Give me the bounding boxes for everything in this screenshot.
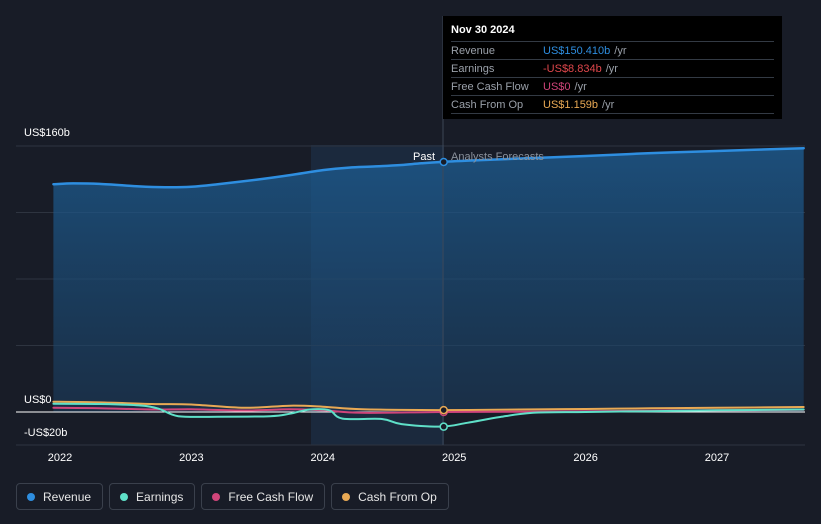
legend-item-cash-from-op[interactable]: Cash From Op bbox=[331, 483, 449, 510]
tooltip-row-value: US$0 bbox=[543, 80, 571, 93]
x-tick-label: 2024 bbox=[311, 452, 335, 464]
legend-item-free-cash-flow[interactable]: Free Cash Flow bbox=[201, 483, 326, 510]
tooltip-row-label: Free Cash Flow bbox=[451, 80, 529, 93]
tooltip-date: Nov 30 2024 bbox=[451, 24, 515, 36]
past-region-label: Past bbox=[413, 151, 435, 163]
cash-from-op-line bbox=[52, 400, 805, 412]
legend-item-revenue[interactable]: Revenue bbox=[16, 483, 104, 510]
x-tick-label: 2022 bbox=[48, 452, 72, 464]
y-tick-label-zero: US$0 bbox=[24, 394, 52, 406]
forecast-region-label: Analysts Forecasts bbox=[451, 151, 544, 163]
revenue-line bbox=[52, 146, 805, 189]
revenue-marker bbox=[439, 157, 448, 167]
chart-legend: Revenue Earnings Free Cash Flow Cash Fro… bbox=[16, 483, 449, 510]
x-tick-label: 2023 bbox=[179, 452, 203, 464]
tooltip-row-revenue: Revenue US$150.410b /yr bbox=[451, 41, 774, 59]
y-tick-label-top: US$160b bbox=[24, 127, 70, 139]
tooltip-row-value: US$150.410b bbox=[543, 44, 611, 57]
tooltip-row-earnings: Earnings -US$8.834b /yr bbox=[451, 59, 774, 77]
earnings-marker bbox=[439, 422, 448, 431]
tooltip-row-unit: /yr bbox=[602, 98, 615, 111]
revenue-area bbox=[53, 148, 804, 412]
earnings-line bbox=[52, 402, 805, 428]
earnings-dot-icon bbox=[120, 492, 129, 501]
tooltip-row-label: Cash From Op bbox=[451, 98, 524, 111]
tooltip-row-label: Revenue bbox=[451, 44, 496, 57]
tooltip-row-unit: /yr bbox=[614, 44, 627, 57]
legend-item-earnings[interactable]: Earnings bbox=[109, 483, 196, 510]
free-cash-flow-dot-icon bbox=[212, 492, 221, 501]
legend-label: Cash From Op bbox=[358, 489, 437, 504]
x-tick-label: 2027 bbox=[705, 452, 729, 464]
y-tick-label-bottom: -US$20b bbox=[24, 427, 67, 439]
revenue-dot-icon bbox=[27, 492, 35, 501]
x-tick-label: 2025 bbox=[442, 452, 466, 464]
chart: US$160b US$0 -US$20b Past Analysts Forec… bbox=[16, 16, 805, 464]
tooltip-row-value: US$1.159b bbox=[543, 98, 599, 111]
legend-label: Earnings bbox=[136, 489, 184, 504]
cash-from-op-marker bbox=[439, 405, 448, 415]
legend-label: Free Cash Flow bbox=[228, 489, 314, 504]
tooltip-row-free-cash-flow: Free Cash Flow US$0 /yr bbox=[451, 77, 774, 95]
hover-tooltip: Nov 30 2024 Revenue US$150.410b /yr Earn… bbox=[443, 16, 782, 119]
tooltip-row-unit: /yr bbox=[574, 80, 587, 93]
tooltip-row-value: -US$8.834b bbox=[543, 62, 602, 75]
tooltip-row-unit: /yr bbox=[605, 62, 618, 75]
x-tick-label: 2026 bbox=[573, 452, 597, 464]
legend-label: Revenue bbox=[43, 489, 92, 504]
tooltip-row-label: Earnings bbox=[451, 62, 495, 75]
tooltip-row-cash-from-op: Cash From Op US$1.159b /yr bbox=[451, 95, 774, 114]
cash-from-op-dot-icon bbox=[342, 492, 351, 501]
